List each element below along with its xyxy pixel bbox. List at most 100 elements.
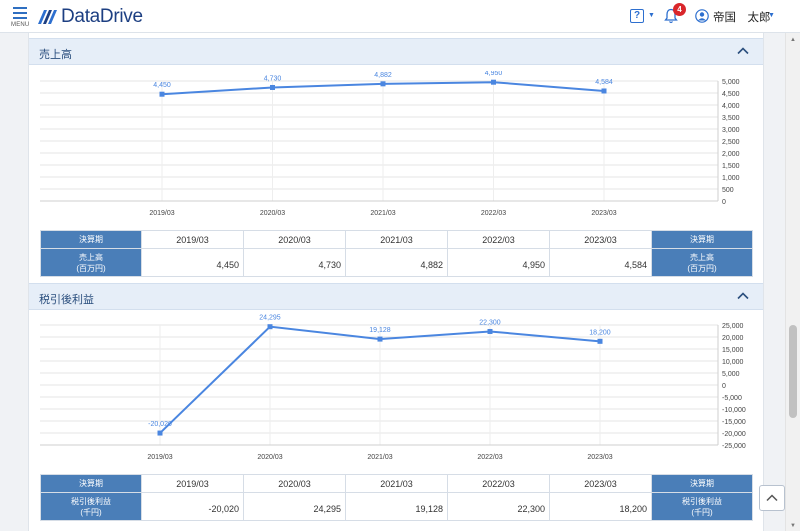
- collapse-chevron-up-icon[interactable]: [735, 43, 751, 59]
- y-tick-label: 4,500: [722, 91, 740, 98]
- value-cell: 4,950: [447, 248, 550, 277]
- x-tick-label: 2020/03: [260, 210, 285, 217]
- data-label: 19,128: [369, 327, 391, 334]
- net-income-line-chart: 25,000 20,000 15,000 10,000 5,000 0 -5,000 -10,…: [40, 315, 746, 461]
- user-avatar-icon[interactable]: [695, 9, 709, 23]
- value-cell: 24,295: [243, 492, 346, 521]
- data-point: [267, 324, 273, 330]
- table-row: 税引後利益 (千円) -20,020 24,295 19,128 22,300 1…: [40, 492, 753, 521]
- value-cell: 4,882: [345, 248, 448, 277]
- value-cell: 18,200: [549, 492, 652, 521]
- y-tick-label: 0: [722, 383, 726, 390]
- value-cell: 4,450: [141, 248, 244, 277]
- app-header: MENU DataDrive ? ▼ 4 帝国 太郎 ▼: [0, 0, 800, 33]
- x-tick-label: 2023/03: [591, 210, 616, 217]
- y-tick-label: 4,000: [722, 103, 740, 110]
- data-point: [380, 81, 386, 87]
- chevron-up-icon: [766, 494, 778, 502]
- value-cell: -20,020: [141, 492, 244, 521]
- x-tick-label: 2021/03: [370, 210, 395, 217]
- data-label: 4,950: [485, 71, 503, 77]
- period-cell: 2023/03: [549, 230, 652, 249]
- table-header-row: 決算期 2019/03 2020/03 2021/03 2022/03 2023…: [40, 230, 753, 249]
- row-label: 売上高 (百万円): [40, 248, 142, 277]
- section-header-net-income[interactable]: 税引後利益: [29, 283, 763, 310]
- data-label: 4,450: [153, 82, 171, 89]
- y-tick-label: 20,000: [722, 335, 744, 342]
- period-cell: 2019/03: [141, 474, 244, 493]
- collapse-chevron-up-icon[interactable]: [735, 288, 751, 304]
- y-tick-label: 5,000: [722, 371, 740, 378]
- y-tick-label: 15,000: [722, 347, 744, 354]
- x-tick-label: 2023/03: [587, 454, 612, 461]
- y-tick-label: -20,000: [722, 431, 746, 438]
- scroll-up-arrow-icon[interactable]: ▲: [790, 37, 796, 43]
- data-point: [491, 79, 496, 85]
- data-label: 22,300: [479, 319, 501, 326]
- data-point: [157, 430, 163, 436]
- datadrive-logo-icon: [38, 10, 57, 24]
- help-dropdown-caret-icon[interactable]: ▼: [648, 12, 655, 19]
- data-point: [601, 88, 607, 94]
- row-label: 税引後利益 (千円): [651, 492, 753, 521]
- sales-table: 決算期 2019/03 2020/03 2021/03 2022/03 2023…: [40, 230, 753, 277]
- y-tick-label: 10,000: [722, 359, 744, 366]
- x-tick-label: 2022/03: [477, 454, 502, 461]
- help-button[interactable]: ?: [630, 9, 644, 23]
- y-tick-label: 1,500: [722, 163, 740, 170]
- period-header-label: 決算期: [651, 474, 753, 493]
- period-cell: 2022/03: [447, 230, 550, 249]
- y-tick-label: 500: [722, 187, 734, 194]
- row-label: 売上高 (百万円): [651, 248, 753, 277]
- back-to-top-button[interactable]: [759, 485, 785, 511]
- x-tick-label: 2021/03: [367, 454, 392, 461]
- period-header-label: 決算期: [40, 230, 142, 249]
- table-header-row: 決算期 2019/03 2020/03 2021/03 2022/03 2023…: [40, 474, 753, 493]
- row-label: 税引後利益 (千円): [40, 492, 142, 521]
- notification-count-badge: 4: [673, 3, 686, 16]
- section-header-sales[interactable]: 売上高: [29, 38, 763, 65]
- period-header-label: 決算期: [651, 230, 753, 249]
- data-point: [159, 91, 165, 97]
- data-label: 4,882: [374, 72, 392, 79]
- menu-button[interactable]: MENU: [10, 5, 32, 29]
- scrollbar-thumb[interactable]: [789, 325, 797, 418]
- period-cell: 2021/03: [345, 230, 448, 249]
- x-tick-label: 2019/03: [147, 454, 172, 461]
- data-label: 24,295: [259, 315, 281, 322]
- y-tick-label: 5,000: [722, 79, 740, 86]
- y-tick-label: -5,000: [722, 395, 742, 402]
- y-tick-label: 3,000: [722, 127, 740, 134]
- y-tick-label: 25,000: [722, 323, 744, 330]
- scroll-down-arrow-icon[interactable]: ▼: [790, 523, 796, 529]
- logo[interactable]: DataDrive: [36, 6, 143, 27]
- user-name[interactable]: 帝国 太郎: [713, 12, 771, 24]
- value-cell: 4,584: [549, 248, 652, 277]
- y-tick-label: -10,000: [722, 407, 746, 414]
- value-cell: 19,128: [345, 492, 448, 521]
- y-tick-label: 3,500: [722, 115, 740, 122]
- period-cell: 2020/03: [243, 474, 346, 493]
- y-tick-label: -25,000: [722, 443, 746, 450]
- y-tick-label: 2,000: [722, 151, 740, 158]
- table-row: 売上高 (百万円) 4,450 4,730 4,882 4,950 4,584 売…: [40, 248, 753, 277]
- x-tick-label: 2020/03: [257, 454, 282, 461]
- data-point: [597, 338, 603, 344]
- x-tick-label: 2019/03: [149, 210, 174, 217]
- data-label: -20,020: [148, 421, 172, 428]
- value-cell: 4,730: [243, 248, 346, 277]
- y-tick-label: -15,000: [722, 419, 746, 426]
- data-label: 4,730: [264, 75, 282, 82]
- data-point: [270, 84, 275, 90]
- page-scrollbar[interactable]: ▲ ▼: [785, 33, 800, 531]
- y-tick-label: 2,500: [722, 139, 740, 146]
- section-title: 売上高: [39, 49, 72, 61]
- period-cell: 2021/03: [345, 474, 448, 493]
- x-tick-label: 2022/03: [481, 210, 506, 217]
- period-header-label: 決算期: [40, 474, 142, 493]
- data-point: [487, 328, 493, 334]
- user-menu-caret-icon[interactable]: ▼: [768, 12, 775, 19]
- sales-line-chart: 5,000 4,500 4,000 3,500 3,000 2,500 2,000 1,500…: [40, 71, 740, 217]
- y-tick-label: 0: [722, 199, 726, 206]
- main-content: 売上高 5,000 4,500 4,000 3,500 3,000 2,500 2,000 1…: [28, 33, 764, 531]
